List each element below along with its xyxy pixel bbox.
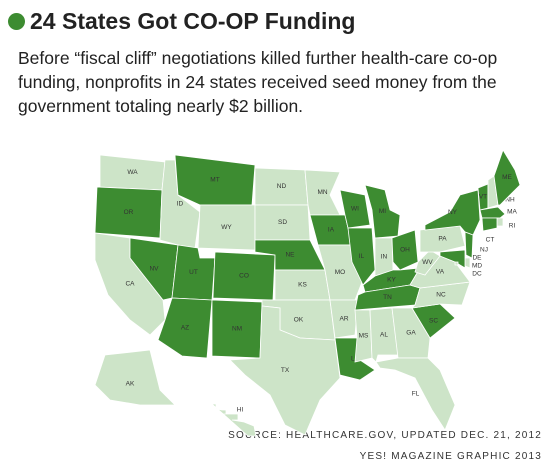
- title-dot: [8, 13, 25, 30]
- state-label: NY: [448, 209, 458, 216]
- state: [439, 249, 466, 269]
- state-label: WI: [351, 206, 359, 213]
- state: [464, 257, 471, 269]
- state-label: MI: [379, 208, 386, 215]
- subtitle: Before “fiscal cliff” negotiations kille…: [18, 48, 498, 116]
- state: [391, 307, 431, 359]
- state-label: OK: [294, 317, 304, 324]
- state: [496, 217, 504, 227]
- state-label: ND: [277, 183, 287, 190]
- state-label: AK: [126, 381, 135, 388]
- state: [481, 217, 498, 232]
- title: 24 States Got CO-OP Funding: [30, 8, 356, 34]
- state-label: NV: [149, 266, 159, 273]
- state: [229, 305, 341, 436]
- state-label: OH: [400, 247, 410, 254]
- state-label: IL: [359, 253, 365, 260]
- state-label: GA: [406, 330, 416, 337]
- state-label: IN: [381, 254, 388, 261]
- state-label: TX: [281, 367, 290, 374]
- state-label: MS: [359, 333, 369, 340]
- state: [391, 229, 419, 271]
- state-label: WV: [422, 259, 433, 266]
- state-label: UT: [189, 269, 198, 276]
- state-label: MT: [210, 177, 219, 184]
- state: [347, 227, 376, 286]
- state-label: ID: [177, 201, 184, 208]
- state-label: AZ: [181, 325, 189, 332]
- state: [94, 349, 176, 406]
- state-label: DC: [472, 271, 482, 278]
- state-label: CT: [486, 237, 495, 244]
- state-label: WY: [221, 224, 232, 231]
- state-label: ME: [502, 174, 512, 181]
- state: [210, 403, 257, 437]
- state-label: FL: [412, 391, 420, 398]
- state-label: NC: [436, 292, 446, 299]
- state-label: RI: [509, 223, 516, 230]
- state-label: NM: [232, 326, 242, 333]
- state: [493, 149, 521, 206]
- state-label: HI: [237, 407, 244, 414]
- state-label: DE: [472, 255, 482, 262]
- state: [375, 357, 456, 431]
- source: SOURCE: HEALTHCARE.GOV, UPDATED DEC. 21,…: [228, 430, 542, 441]
- state-label: MN: [317, 189, 327, 196]
- state-label: MA: [507, 209, 517, 216]
- state: [364, 184, 401, 239]
- state-label: CA: [125, 281, 135, 288]
- state-label: OR: [124, 209, 134, 216]
- state: [479, 206, 506, 219]
- state-label: NJ: [480, 247, 488, 254]
- state-label: MO: [335, 269, 345, 276]
- state-label: NH: [505, 197, 515, 204]
- state-label: TN: [383, 294, 392, 301]
- state-label: MD: [472, 263, 482, 270]
- state: [424, 189, 481, 236]
- state-label: SC: [429, 318, 438, 325]
- state: [329, 299, 359, 339]
- state-label: AR: [339, 316, 348, 323]
- state-label: AL: [380, 332, 388, 339]
- state-label: NE: [285, 252, 295, 259]
- state: [464, 231, 474, 259]
- state-label: SD: [278, 219, 287, 226]
- state-label: PA: [438, 236, 447, 243]
- state: [454, 261, 459, 266]
- state-label: VA: [436, 269, 445, 276]
- credit: YES! MAGAZINE GRAPHIC 2013: [360, 451, 542, 462]
- state-label: VT: [479, 194, 487, 201]
- state: [339, 189, 371, 229]
- state-label: WA: [127, 169, 138, 176]
- state-label: KS: [298, 282, 307, 289]
- state: [354, 309, 373, 363]
- state-label: CO: [239, 273, 249, 280]
- state: [129, 237, 179, 301]
- state-label: IA: [328, 227, 335, 234]
- state-label: KY: [387, 277, 396, 284]
